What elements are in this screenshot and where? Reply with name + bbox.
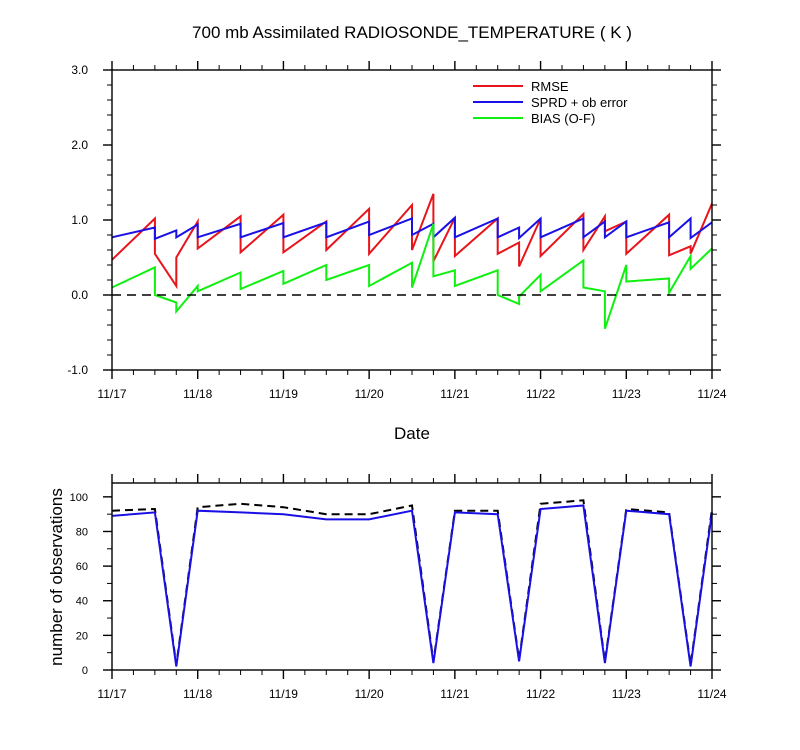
x-tick-label: 11/20 xyxy=(355,387,384,401)
top-plot-frame xyxy=(111,69,713,371)
y-tick-label: 20 xyxy=(76,630,88,642)
rmse-spread-bias-chart: 700 mb Assimilated RADIOSONDE_TEMPERATUR… xyxy=(67,23,727,443)
bottom-series-group xyxy=(111,499,713,667)
legend-label: RMSE xyxy=(531,79,569,94)
y-tick-label: 100 xyxy=(70,492,88,504)
x-tick-label: 11/19 xyxy=(269,387,298,401)
bottom-y-tick-labels: 0 20 40 60 80 100 xyxy=(70,492,88,677)
top-x-tick-labels: 11/17 11/18 11/19 11/20 11/21 11/22 11/23 11/24 xyxy=(97,387,726,401)
series-line-bias-o-f xyxy=(111,223,713,330)
x-tick-label: 11/20 xyxy=(355,687,384,701)
y-tick-label: 0.0 xyxy=(71,288,88,302)
x-tick-label: 11/24 xyxy=(697,687,726,701)
x-tick-label: 11/19 xyxy=(269,687,298,701)
x-tick-label: 11/22 xyxy=(526,687,555,701)
y-tick-label: 2.0 xyxy=(71,138,88,152)
y-tick-label: -1.0 xyxy=(67,363,88,377)
x-tick-label: 11/17 xyxy=(97,387,126,401)
x-tick-label: 11/23 xyxy=(612,687,641,701)
x-tick-label: 11/18 xyxy=(183,387,212,401)
x-axis-label: Date xyxy=(394,424,430,443)
y-tick-label: 60 xyxy=(76,561,88,573)
series-line-possible xyxy=(111,499,713,665)
y-tick-label: 3.0 xyxy=(71,63,88,77)
y-axis-label: number of observations xyxy=(47,488,66,666)
y-tick-label: 1.0 xyxy=(71,213,88,227)
chart-title: 700 mb Assimilated RADIOSONDE_TEMPERATUR… xyxy=(192,23,632,42)
x-tick-label: 11/17 xyxy=(97,687,126,701)
y-tick-label: 80 xyxy=(76,526,88,538)
x-tick-label: 11/21 xyxy=(440,687,469,701)
top-axis-ticks xyxy=(103,61,721,379)
x-tick-label: 11/23 xyxy=(612,387,641,401)
bottom-axis-ticks xyxy=(103,474,721,679)
top-y-tick-labels: -1.0 0.0 1.0 2.0 3.0 xyxy=(67,63,88,377)
y-tick-label: 40 xyxy=(76,596,88,608)
x-tick-label: 11/21 xyxy=(440,387,469,401)
y-tick-label: 0 xyxy=(82,665,88,677)
top-series-group xyxy=(111,193,713,330)
x-tick-label: 11/22 xyxy=(526,387,555,401)
legend-label: BIAS (O-F) xyxy=(531,111,595,126)
bottom-plot-frame xyxy=(111,482,713,671)
series-line-assimilated xyxy=(111,504,713,667)
series-line-sprd-ob-error xyxy=(111,215,713,241)
x-tick-label: 11/18 xyxy=(183,687,212,701)
bottom-x-tick-labels: 11/17 11/18 11/19 11/20 11/21 11/22 11/23 11/24 xyxy=(97,687,726,701)
x-tick-label: 11/24 xyxy=(697,387,726,401)
legend-label: SPRD + ob error xyxy=(531,95,628,110)
